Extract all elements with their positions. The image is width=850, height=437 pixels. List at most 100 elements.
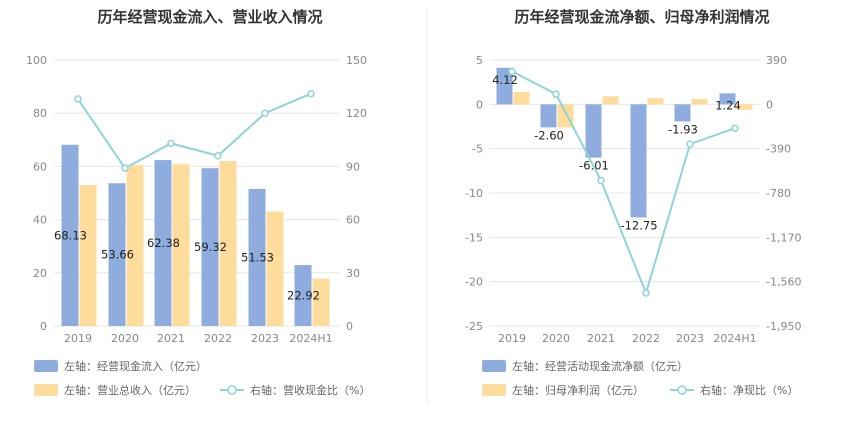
ratio-point	[214, 152, 222, 160]
left-axis-tick: 0	[40, 320, 47, 333]
right-axis-tick: 60	[346, 214, 360, 227]
bar-secondary	[312, 278, 330, 326]
left-axis-tick: -15	[465, 231, 483, 244]
legend-swatch-marker	[227, 385, 237, 395]
left-axis-tick: -5	[472, 143, 483, 156]
right-axis-tick: 150	[346, 54, 367, 67]
left-axis-tick: 20	[33, 267, 47, 280]
left-axis-tick: -25	[465, 320, 483, 333]
ratio-line	[77, 92, 312, 170]
left-axis-tick: -10	[465, 187, 483, 200]
left-axis-tick: 0	[476, 98, 483, 111]
right-axis-tick: 0	[766, 98, 773, 111]
bar-data-label: 53.66	[101, 248, 134, 262]
ratio-point	[552, 90, 560, 98]
ratio-point	[121, 164, 129, 172]
x-axis-tick: 2021	[587, 332, 615, 345]
bar-primary	[719, 93, 736, 105]
x-axis-tick: 2023	[251, 332, 279, 345]
right-axis-tick: 0	[346, 320, 353, 333]
bar-secondary	[647, 98, 664, 105]
bar-secondary	[126, 165, 144, 326]
bar-data-label: 22.92	[287, 289, 320, 303]
right-axis-tick: -780	[766, 187, 791, 200]
ratio-point	[642, 289, 650, 297]
bar-primary	[154, 160, 172, 326]
bar-data-label: 62.38	[147, 236, 180, 250]
ratio-point	[508, 67, 516, 76]
x-axis-tick: 2021	[157, 332, 185, 345]
bar-primary	[630, 104, 647, 218]
bar-primary	[496, 67, 513, 105]
bar-data-label: 1.24	[715, 98, 741, 112]
left-axis-tick: -20	[465, 276, 483, 289]
x-axis-tick: 2023	[676, 332, 704, 345]
chart-panel-cash-inflow: 历年经营现金流入、营业收入情况 0 20 40 60 80 100 0 30 60 90 120 150…	[26, 8, 370, 397]
legend-label: 左轴：经营活动现金流净额（亿元）	[512, 359, 688, 373]
bar-primary	[108, 183, 126, 326]
bar-secondary	[219, 161, 237, 326]
legend-swatch-marker	[677, 385, 687, 395]
bar-secondary	[79, 185, 97, 326]
ratio-point	[686, 140, 694, 148]
bar-data-label: 68.13	[54, 228, 87, 242]
x-axis-tick: 2020	[111, 332, 139, 345]
chart-title: 历年经营现金流入、营业收入情况	[97, 8, 322, 26]
bar-secondary	[736, 104, 753, 110]
ratio-point	[307, 89, 315, 98]
bar-primary	[294, 265, 312, 326]
legend-label: 左轴：归母净利润（亿元）	[512, 383, 644, 397]
bar-secondary	[172, 164, 190, 326]
bar-data-label: 59.32	[194, 240, 227, 254]
right-axis-tick: 30	[346, 267, 360, 280]
x-axis-tick: 2019	[498, 332, 526, 345]
bar-secondary	[602, 96, 619, 105]
legend-label: 右轴：营收现金比（%）	[250, 383, 370, 397]
right-axis-tick: 90	[346, 160, 360, 173]
bar-secondary	[266, 211, 284, 326]
left-axis-tick: 100	[26, 54, 47, 67]
left-axis-tick: 40	[33, 214, 47, 227]
right-axis-tick: -1,560	[766, 276, 801, 289]
bar-primary	[585, 104, 602, 158]
bar-data-label: -1.93	[668, 122, 698, 136]
bar-primary	[674, 104, 691, 122]
bar-data-label: 4.12	[492, 73, 518, 87]
x-axis-tick: 2024H1	[289, 332, 332, 345]
bar-data-label: -2.60	[534, 128, 564, 142]
right-axis-tick: -1,950	[766, 320, 801, 333]
x-axis-tick: 2022	[204, 332, 232, 345]
ratio-point	[261, 109, 269, 117]
x-axis-tick: 2019	[64, 332, 92, 345]
legend-swatch	[482, 384, 506, 396]
ratio-point	[731, 124, 739, 132]
x-axis-tick: 2022	[632, 332, 660, 345]
right-axis-tick: 390	[766, 54, 787, 67]
bar-data-label: 51.53	[241, 250, 274, 264]
ratio-point	[167, 139, 175, 148]
x-axis-tick: 2024H1	[713, 332, 756, 345]
legend-label: 右轴：净现比（%）	[700, 383, 798, 397]
chart-panel-net-cashflow: 历年经营现金流净额、归母净利润情况 -25 -20 -15 -10 -5 0 5 -1,950 -…	[465, 8, 801, 397]
legend-swatch	[482, 360, 506, 372]
right-axis-tick: -1,170	[766, 231, 801, 244]
bar-data-label: -12.75	[620, 218, 657, 232]
left-axis-tick: 80	[33, 107, 47, 120]
legend-swatch	[34, 384, 58, 396]
legend-label: 左轴：营业总收入（亿元）	[64, 383, 196, 397]
ratio-point	[74, 95, 82, 103]
right-axis-tick: 120	[346, 107, 367, 120]
legend-label: 左轴：经营现金流入（亿元）	[64, 359, 207, 373]
bar-secondary	[513, 91, 530, 105]
x-axis-tick: 2020	[542, 332, 570, 345]
right-axis-tick: -390	[766, 143, 791, 156]
chart-title: 历年经营现金流净额、归母净利润情况	[514, 8, 769, 26]
bar-secondary	[691, 99, 708, 105]
left-axis-tick: 60	[33, 160, 47, 173]
bar-primary	[61, 144, 79, 326]
bar-primary	[540, 104, 557, 128]
bar-primary	[248, 188, 266, 326]
ratio-point	[597, 176, 605, 185]
left-axis-tick: 5	[476, 54, 483, 67]
